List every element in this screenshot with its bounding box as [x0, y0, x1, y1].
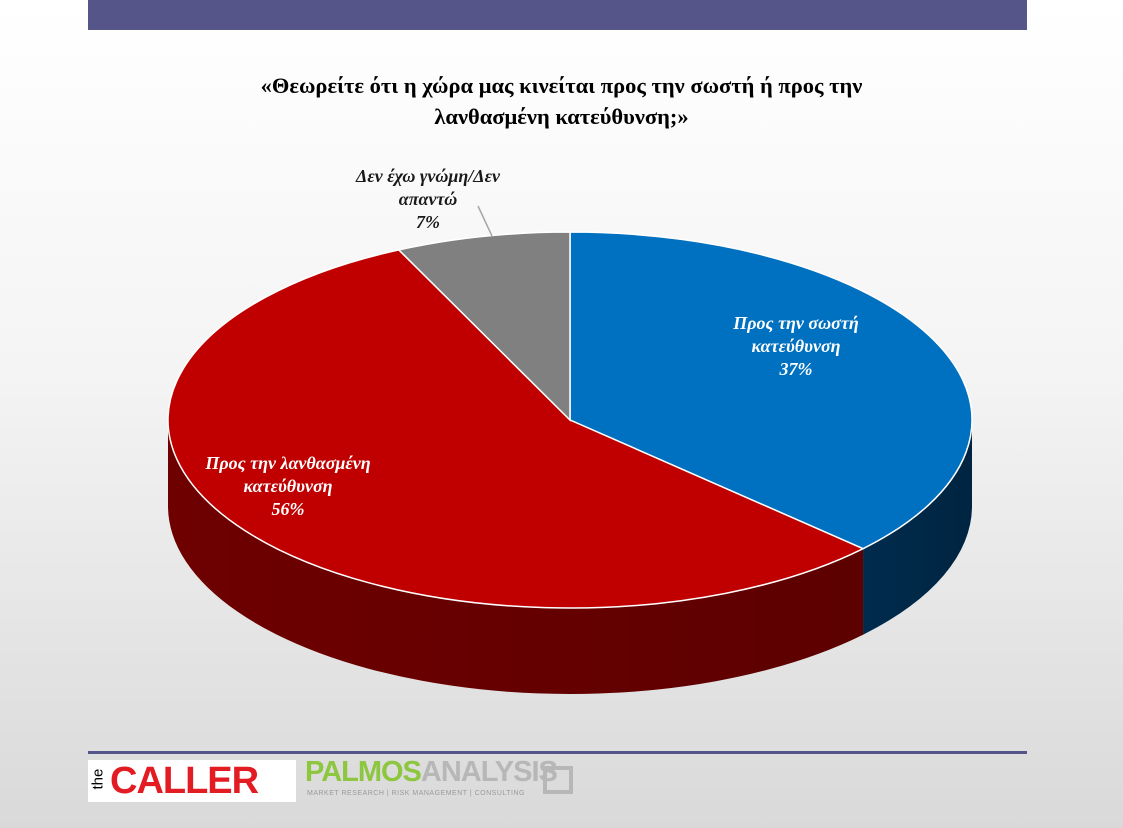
pie-label-line: κατεύθυνση [751, 336, 840, 356]
palmos-analysis-logo: PALMOSANALYSIS MARKET RESEARCH | RISK MA… [305, 756, 585, 806]
logo-tagline: MARKET RESEARCH | RISK MANAGEMENT | CONS… [307, 790, 525, 797]
footer-divider [88, 751, 1027, 754]
pie-slice-2 [397, 231, 571, 422]
chart-title-line-2: λανθασμένη κατεύθυνση;» [434, 104, 689, 129]
pie-label-0: Προς την σωστή κατεύθυνση 37% [732, 313, 859, 379]
pie-label-line: Προς την σωστή [732, 313, 859, 333]
pie-leader-line [477, 205, 493, 237]
pie-side-shade-0 [863, 420, 972, 635]
pie-label-line: απαντώ [399, 189, 457, 209]
pie-label-line: κατεύθυνση [243, 476, 332, 496]
logo-analysis-text: ANALYSIS [420, 756, 558, 788]
pie-label-line: 37% [779, 359, 813, 379]
the-caller-logo: the CALLER [88, 760, 296, 802]
pie-slice-0 [569, 231, 973, 550]
pie-label-line: Δεν έχω γνώμη/Δεν [355, 166, 501, 186]
pie-label-2: Δεν έχω γνώμη/Δεν απαντώ 7% [355, 166, 501, 232]
top-bar [88, 0, 1027, 30]
logo-caller-text: CALLER [110, 760, 259, 802]
pie-tops [167, 231, 973, 609]
pie-label-line: Προς την λανθασμένη [204, 453, 370, 473]
pie-label-line: 56% [272, 499, 305, 519]
pie-label-1: Προς την λανθασμένη κατεύθυνση 56% [204, 453, 370, 519]
pie-label-line: 7% [416, 212, 440, 232]
pie-side-shade-1 [168, 420, 864, 695]
logo-palmos-text: PALMOS [305, 756, 422, 788]
logo-the-text: the [89, 768, 107, 789]
chart-title-line-1: «Θεωρείτε ότι η χώρα μας κινείται προς τ… [260, 73, 863, 98]
chart-title: «Θεωρείτε ότι η χώρα μας κινείται προς τ… [140, 70, 983, 132]
pie-slice-1 [167, 249, 865, 609]
logo-box-icon [543, 766, 573, 794]
pie-labels: Προς την σωστή κατεύθυνση 37% Προς την λανθ… [204, 166, 859, 519]
